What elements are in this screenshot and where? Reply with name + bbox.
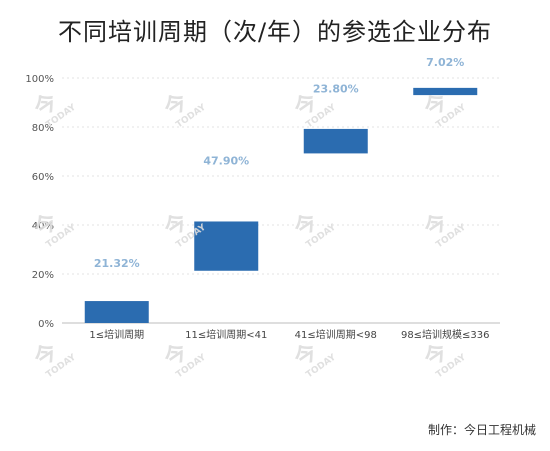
bar-1 — [84, 301, 149, 323]
category-label-4: 98≤培训规模≤336 — [401, 328, 490, 341]
data-label-1: 21.32% — [94, 257, 140, 270]
bar-4 — [413, 87, 478, 96]
category-label-3: 41≤培训周期<98 — [295, 328, 377, 341]
y-axis-ticks: 0% 20% 40% 60% 80% 100% — [25, 74, 54, 330]
data-label-2: 47.90% — [203, 154, 249, 167]
y-tick-label: 80% — [32, 123, 54, 134]
data-label-4: 7.02% — [426, 56, 464, 69]
category-label-2: 11≤培训周期<41 — [185, 328, 267, 341]
y-tick-label: 100% — [25, 74, 54, 85]
bar-3 — [303, 128, 368, 154]
y-tick-label: 60% — [32, 172, 54, 183]
y-tick-label: 40% — [32, 221, 54, 232]
category-label-1: 1≤培训周期 — [89, 328, 144, 341]
credit-text: 制作：今日工程机械 — [427, 423, 536, 437]
bar-2 — [194, 221, 259, 271]
data-labels: 21.32% 47.90% 23.80% 7.02% — [94, 56, 465, 270]
x-axis-categories: 1≤培训周期 11≤培训周期<41 41≤培训周期<98 98≤培训规模≤336 — [89, 328, 489, 341]
y-tick-label: 0% — [38, 319, 54, 330]
chart-title: 不同培训周期（次/年）的参选企业分布 — [57, 18, 493, 46]
bars — [84, 87, 478, 323]
data-label-3: 23.80% — [313, 83, 359, 96]
y-tick-label: 20% — [32, 270, 54, 281]
